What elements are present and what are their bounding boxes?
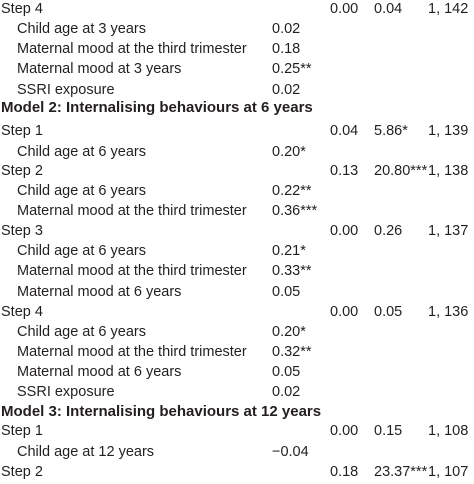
- step-label: Step 1: [1, 123, 43, 139]
- predictor-label: Child age at 6 years: [17, 144, 146, 160]
- predictor-row: Child age at 6 years 0.20*: [0, 141, 474, 164]
- predictor-label: Maternal mood at 6 years: [17, 364, 182, 380]
- step-row: Step 4 0.00 0.04 1, 142: [0, 0, 474, 21]
- model-title: Model 2: Internalising behaviours at 6 y…: [1, 99, 313, 116]
- predictor-label: Maternal mood at 6 years: [17, 284, 182, 300]
- predictor-row: Child age at 6 years 0.21*: [0, 240, 474, 263]
- beta-value: 0.05: [272, 284, 301, 300]
- predictor-label: Child age at 6 years: [17, 324, 146, 340]
- df-value: 1, 108: [428, 423, 469, 439]
- df-value: 1, 107: [428, 464, 469, 480]
- step-row: Step 3 0.00 0.26 1, 137: [0, 220, 474, 243]
- delta-r2-value: 0.04: [330, 123, 359, 139]
- predictor-row: Maternal mood at 6 years 0.05: [0, 361, 474, 384]
- predictor-label: Maternal mood at the third trimester: [17, 203, 247, 219]
- f-change-value: 20.80***: [374, 163, 428, 179]
- f-change-value: 0.04: [374, 1, 403, 17]
- delta-r2-value: 0.00: [330, 223, 359, 239]
- beta-value: 0.20*: [272, 144, 306, 160]
- predictor-row: SSRI exposure 0.02: [0, 381, 474, 404]
- df-value: 1, 136: [428, 304, 469, 320]
- f-change-value: 0.26: [374, 223, 403, 239]
- beta-value: 0.05: [272, 364, 301, 380]
- f-change-value: 0.15: [374, 423, 403, 439]
- predictor-label: Child age at 6 years: [17, 243, 146, 259]
- step-label: Step 3: [1, 223, 43, 239]
- predictor-row: Maternal mood at the third trimester 0.33…: [0, 260, 474, 283]
- predictor-label: Child age at 3 years: [17, 21, 146, 37]
- model-title: Model 3: Internalising behaviours at 12 …: [1, 403, 322, 420]
- step-label: Step 2: [1, 163, 43, 179]
- delta-r2-value: 0.00: [330, 1, 359, 17]
- step-row: Step 2 0.18 23.37*** 1, 107: [0, 461, 474, 484]
- predictor-row: Maternal mood at 6 years 0.05: [0, 281, 474, 304]
- model-header-row: Model 2: Internalising behaviours at 6 y…: [0, 96, 474, 119]
- predictor-row: Child age at 6 years 0.22**: [0, 180, 474, 203]
- delta-r2-value: 0.18: [330, 464, 359, 480]
- predictor-label: SSRI exposure: [17, 384, 115, 400]
- predictor-label: Maternal mood at the third trimester: [17, 263, 247, 279]
- predictor-label: Maternal mood at 3 years: [17, 61, 182, 77]
- beta-value: 0.02: [272, 82, 301, 98]
- model-header-row: Model 3: Internalising behaviours at 12 …: [0, 400, 474, 423]
- beta-value: 0.33**: [272, 263, 312, 279]
- predictor-row: Maternal mood at the third trimester 0.36…: [0, 200, 474, 223]
- step-row: Step 4 0.00 0.05 1, 136: [0, 301, 474, 324]
- delta-r2-value: 0.13: [330, 163, 359, 179]
- step-row: Step 1 0.04 5.86* 1, 139: [0, 120, 474, 143]
- beta-value: 0.18: [272, 41, 301, 57]
- beta-value: 0.21*: [272, 243, 306, 259]
- beta-value: 0.22**: [272, 183, 312, 199]
- f-change-value: 0.05: [374, 304, 403, 320]
- df-value: 1, 142: [428, 1, 469, 17]
- predictor-row: Maternal mood at the third trimester 0.32…: [0, 341, 474, 364]
- predictor-label: Child age at 12 years: [17, 444, 155, 460]
- predictor-row: Child age at 12 years −0.04: [0, 441, 474, 464]
- step-label: Step 1: [1, 423, 43, 439]
- predictor-label: SSRI exposure: [17, 82, 115, 98]
- predictor-row: Child age at 6 years 0.20*: [0, 321, 474, 344]
- step-label: Step 4: [1, 1, 43, 17]
- beta-value: 0.02: [272, 384, 301, 400]
- f-change-value: 23.37***: [374, 464, 428, 480]
- delta-r2-value: 0.00: [330, 423, 359, 439]
- step-row: Step 1 0.00 0.15 1, 108: [0, 420, 474, 443]
- delta-r2-value: 0.00: [330, 304, 359, 320]
- predictor-row: SSRI exposure 0.02: [0, 79, 474, 102]
- predictor-label: Maternal mood at the third trimester: [17, 41, 247, 57]
- beta-value: 0.36***: [272, 203, 318, 219]
- df-value: 1, 138: [428, 163, 469, 179]
- step-label: Step 2: [1, 464, 43, 480]
- predictor-label: Maternal mood at the third trimester: [17, 344, 247, 360]
- predictor-row: Maternal mood at the third trimester 0.18: [0, 38, 474, 61]
- beta-value: 0.32**: [272, 344, 312, 360]
- predictor-row: Child age at 3 years 0.02: [0, 18, 474, 41]
- df-value: 1, 139: [428, 123, 469, 139]
- step-row: Step 2 0.13 20.80*** 1, 138: [0, 160, 474, 183]
- predictor-row: Maternal mood at 3 years 0.25**: [0, 58, 474, 81]
- df-value: 1, 137: [428, 223, 469, 239]
- f-change-value: 5.86*: [374, 123, 408, 139]
- predictor-label: Child age at 6 years: [17, 183, 146, 199]
- beta-value: 0.02: [272, 21, 301, 37]
- step-label: Step 4: [1, 304, 43, 320]
- beta-value: −0.04: [272, 444, 309, 460]
- beta-value: 0.25**: [272, 61, 312, 77]
- beta-value: 0.20*: [272, 324, 306, 340]
